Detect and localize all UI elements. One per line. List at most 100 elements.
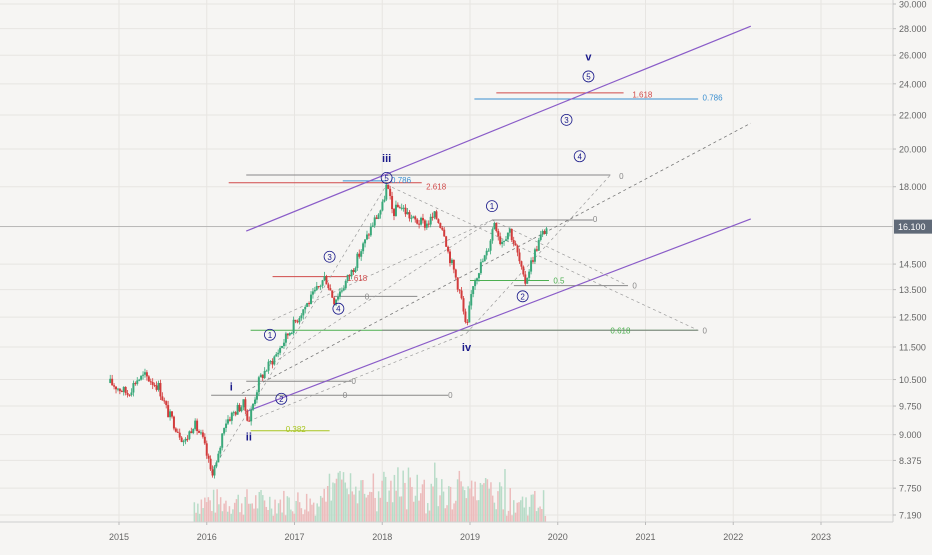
candle-body <box>136 380 139 384</box>
volume-bar <box>342 472 345 522</box>
candle-body <box>331 290 334 298</box>
volume-bar <box>316 503 318 522</box>
volume-bar <box>505 515 508 522</box>
volume-bar <box>219 497 222 522</box>
candle-body <box>128 394 131 396</box>
candle-body <box>246 410 249 421</box>
candle-body <box>381 201 384 211</box>
candle-body <box>263 371 266 379</box>
volume-bar <box>537 507 540 522</box>
candle-body <box>286 333 289 336</box>
volume-bar <box>479 482 482 522</box>
candle-body <box>495 222 498 231</box>
volume-bar <box>337 472 339 522</box>
candle-body <box>420 217 423 225</box>
candle-body <box>167 405 170 418</box>
candle-body <box>209 458 212 470</box>
candle-body <box>398 207 401 209</box>
volume-bar <box>263 500 266 522</box>
candle-body <box>393 209 396 217</box>
candle-body <box>344 280 347 289</box>
y-tick-label: 28.000 <box>899 24 927 34</box>
candle-body <box>333 297 336 305</box>
volume-bar <box>267 509 269 522</box>
volume-bar <box>258 491 261 522</box>
candle-body <box>252 403 255 410</box>
candle-body <box>348 274 351 277</box>
candle-body <box>182 441 185 443</box>
candle-body <box>340 290 343 292</box>
channel-line-upper <box>246 25 752 232</box>
volume-bar <box>502 509 504 522</box>
candle-body <box>259 374 262 378</box>
candle-body <box>115 386 118 390</box>
candle-body <box>257 377 260 393</box>
current-price-tag <box>894 219 932 234</box>
volume-bar <box>237 494 239 522</box>
volume-bar <box>209 500 211 522</box>
candle-body <box>543 231 546 235</box>
candle-body <box>479 262 482 274</box>
volume-bar <box>498 482 501 522</box>
volume-bar <box>293 513 296 522</box>
volume-bar <box>405 509 408 522</box>
volume-bar <box>372 473 375 522</box>
fib-label: 0 <box>703 326 708 335</box>
candle-body <box>346 274 349 281</box>
candle-body <box>142 374 145 376</box>
candle-body <box>240 407 243 412</box>
volume-bar <box>483 483 485 522</box>
candle-body <box>503 240 506 242</box>
volume-bar <box>511 515 513 522</box>
candle-body <box>315 286 318 290</box>
y-tick-label: 10.500 <box>899 375 927 385</box>
volume-bar <box>377 491 380 522</box>
volume-bar <box>311 504 313 522</box>
volume-bar <box>232 509 234 522</box>
candle-body <box>161 396 164 401</box>
volume-bar <box>458 470 461 522</box>
candle-body <box>472 286 475 295</box>
candle-body <box>196 420 199 432</box>
candle-body <box>447 246 450 252</box>
candle-body <box>385 184 388 200</box>
candle-body <box>356 253 359 269</box>
volume-bar <box>477 500 480 522</box>
x-tick-label: 2019 <box>460 532 480 542</box>
fib-label: 0 <box>365 292 370 301</box>
wave-label: v <box>585 52 592 64</box>
volume-bar <box>393 474 396 522</box>
candle-body <box>400 207 403 209</box>
volume-bar <box>453 503 455 522</box>
candle-body <box>273 356 276 365</box>
volume-bar <box>507 510 510 522</box>
candle-body <box>338 291 341 297</box>
volume-bar <box>216 489 218 522</box>
candle-body <box>458 289 461 291</box>
candle-body <box>460 290 463 299</box>
candle-body <box>261 374 264 379</box>
volume-bar <box>260 490 262 522</box>
candle-body <box>487 250 490 252</box>
volume-bar <box>297 492 299 522</box>
volume-bar <box>242 514 245 522</box>
wave-label: iii <box>382 153 391 165</box>
candle-body <box>317 286 320 288</box>
volume-bar <box>425 513 427 522</box>
volume-bar <box>490 482 492 522</box>
volume-bar <box>465 498 468 522</box>
candle-body <box>153 384 156 386</box>
candle-body <box>192 428 195 434</box>
candle-body <box>429 216 432 225</box>
candle-body <box>113 385 116 387</box>
candle-body <box>391 195 394 210</box>
candle-body <box>464 311 467 323</box>
wave-label: 4 <box>577 152 582 161</box>
volume-bar <box>240 503 243 522</box>
candle-body <box>431 216 434 218</box>
volume-bar <box>204 497 206 522</box>
candle-body <box>520 261 523 267</box>
volume-bar <box>528 506 531 522</box>
volume-bar <box>276 513 278 522</box>
